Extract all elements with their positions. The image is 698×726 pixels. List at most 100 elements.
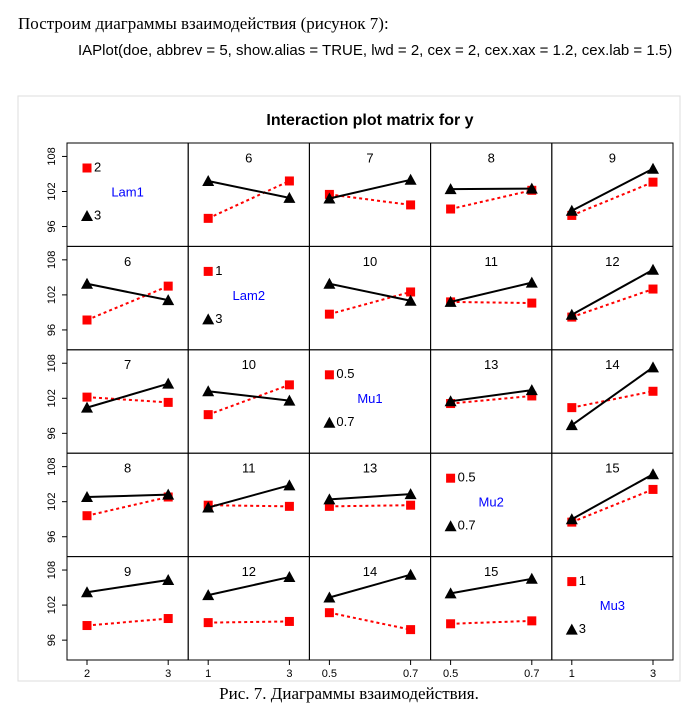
- series-line: [208, 504, 290, 508]
- series-line: [450, 577, 532, 595]
- x-tick-label: 0.7: [524, 668, 539, 680]
- marker-square: [163, 397, 173, 407]
- y-tick-label: 96: [46, 634, 58, 646]
- series-line: [86, 578, 169, 594]
- marker-square: [567, 403, 577, 413]
- y-tick-label: 108: [46, 147, 58, 165]
- marker-triangle: [162, 488, 175, 500]
- panel-label: 15: [484, 564, 498, 579]
- y-tick-label: 96: [46, 427, 58, 439]
- marker-square: [82, 163, 92, 173]
- marker-triangle: [323, 192, 336, 204]
- series-line: [450, 619, 532, 625]
- marker-triangle: [444, 295, 457, 307]
- marker-triangle: [525, 384, 538, 396]
- panel-frame: [551, 556, 674, 661]
- code-line: IAPlot(doe, abbrev = 5, show.alias = TRU…: [78, 42, 673, 59]
- marker-triangle: [323, 591, 336, 603]
- series-line: [329, 282, 411, 302]
- series-line: [450, 189, 533, 210]
- marker-triangle: [323, 416, 336, 428]
- marker-triangle: [444, 587, 457, 599]
- panel-label: 8: [124, 461, 131, 476]
- marker-square: [82, 392, 92, 402]
- series-line: [571, 288, 654, 319]
- series-line: [329, 573, 411, 599]
- factor-name: Lam2: [233, 288, 266, 303]
- x-tick-label: 0.5: [322, 668, 337, 680]
- marker-triangle: [323, 493, 336, 505]
- legend-label: 0.5: [336, 366, 354, 381]
- marker-square: [648, 386, 658, 396]
- marker-square: [567, 577, 577, 587]
- legend-label: 0.7: [458, 518, 476, 533]
- marker-square: [203, 213, 213, 223]
- legend-label: 0.5: [458, 470, 476, 485]
- series-line: [207, 179, 290, 199]
- marker-triangle: [647, 468, 659, 480]
- marker-triangle: [162, 573, 175, 585]
- legend-label: 3: [94, 207, 101, 222]
- y-tick-label: 108: [46, 457, 58, 475]
- x-tick-label: 3: [165, 668, 171, 680]
- x-tick-label: 1: [205, 668, 211, 680]
- marker-triangle: [404, 568, 417, 580]
- marker-triangle: [202, 589, 215, 601]
- series-line: [571, 390, 654, 409]
- series-line: [329, 504, 411, 508]
- marker-square: [284, 380, 294, 390]
- y-tick-label: 108: [46, 354, 58, 372]
- legend-label: 3: [579, 621, 586, 636]
- series-line: [207, 576, 290, 597]
- x-tick-label: 2: [84, 668, 90, 680]
- marker-square: [648, 177, 658, 187]
- marker-triangle: [283, 571, 296, 583]
- series-line: [86, 496, 169, 517]
- marker-triangle: [81, 210, 93, 221]
- x-tick-label: 1: [569, 668, 575, 680]
- y-tick-label: 96: [46, 324, 58, 336]
- marker-square: [406, 500, 416, 510]
- panel-label: 10: [363, 254, 377, 269]
- panel-label: 6: [245, 150, 252, 165]
- marker-triangle: [525, 572, 538, 584]
- panel-label: 15: [605, 461, 619, 476]
- marker-triangle: [565, 419, 578, 431]
- series-line: [207, 484, 290, 509]
- marker-triangle: [647, 361, 659, 373]
- panel-label: 7: [366, 150, 373, 165]
- x-tick-label: 3: [650, 668, 656, 680]
- x-tick-label: 0.7: [403, 668, 418, 680]
- series-line: [86, 396, 169, 404]
- marker-square: [163, 614, 173, 624]
- panel-label: 14: [605, 357, 619, 372]
- series-line: [86, 285, 169, 321]
- series-line: [329, 611, 411, 631]
- series-line: [450, 300, 532, 305]
- series-line: [86, 282, 169, 302]
- y-tick-label: 96: [46, 220, 58, 232]
- marker-triangle: [81, 586, 93, 598]
- marker-triangle: [404, 294, 417, 306]
- series-line: [571, 488, 654, 524]
- series-line: [450, 187, 532, 191]
- marker-square: [446, 619, 456, 629]
- marker-square: [648, 284, 658, 294]
- marker-triangle: [404, 173, 417, 185]
- marker-square: [446, 204, 456, 214]
- series-line: [207, 180, 290, 220]
- marker-triangle: [404, 488, 417, 500]
- legend-label: 1: [579, 573, 586, 588]
- series-line: [450, 394, 532, 405]
- panel-label: 12: [605, 254, 619, 269]
- marker-triangle: [81, 491, 93, 503]
- marker-square: [406, 200, 416, 210]
- panel-label: 7: [124, 357, 131, 372]
- panel-label: 13: [363, 461, 377, 476]
- panel-label: 9: [609, 150, 616, 165]
- marker-triangle: [525, 276, 538, 288]
- y-tick-label: 102: [46, 596, 58, 614]
- series-line: [329, 178, 411, 200]
